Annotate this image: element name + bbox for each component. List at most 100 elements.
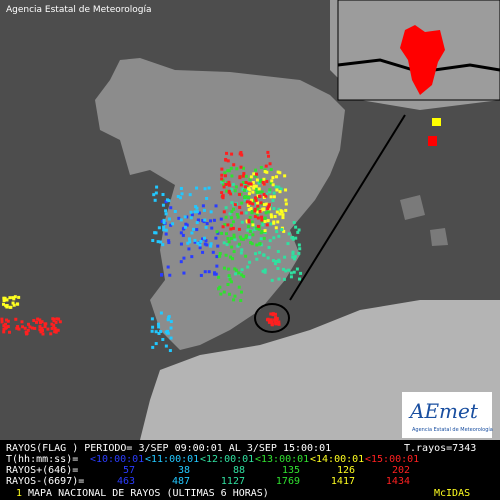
strike	[284, 202, 288, 206]
strike	[269, 213, 273, 217]
strike	[178, 196, 182, 200]
strike	[258, 194, 262, 198]
strike	[194, 205, 198, 209]
strike	[202, 208, 206, 212]
strike	[244, 174, 248, 178]
strike	[251, 210, 255, 214]
strike	[231, 257, 235, 261]
strike	[8, 305, 12, 309]
strike	[247, 192, 251, 196]
strike	[205, 243, 209, 247]
strike	[251, 202, 255, 206]
strike	[290, 236, 294, 240]
strike	[232, 250, 236, 254]
strike	[214, 204, 218, 208]
strike	[240, 248, 244, 252]
strike	[8, 296, 12, 300]
strike	[295, 267, 299, 271]
strike	[248, 200, 252, 204]
strike	[229, 280, 233, 284]
strike	[193, 238, 197, 242]
strike	[58, 320, 62, 324]
strike	[209, 210, 213, 214]
strike	[57, 317, 61, 321]
strike	[232, 233, 236, 237]
strike	[258, 251, 262, 255]
strike	[253, 215, 257, 219]
strike	[164, 209, 168, 213]
strike	[263, 168, 267, 172]
strike	[196, 241, 200, 245]
strike	[43, 325, 47, 329]
strike	[265, 202, 269, 206]
logo-subtitle: Agencia Estatal de Meteorología	[412, 426, 493, 433]
strike	[2, 302, 6, 306]
strike	[173, 209, 177, 213]
strike	[269, 222, 273, 226]
strike	[17, 295, 21, 299]
strike	[169, 206, 173, 210]
strike	[255, 172, 259, 176]
strike	[40, 320, 44, 324]
strike	[299, 271, 303, 275]
strike	[296, 230, 300, 234]
strike	[244, 189, 248, 193]
strike	[224, 157, 228, 161]
strike	[232, 163, 236, 167]
strike	[259, 165, 263, 169]
strike	[224, 206, 228, 210]
strike	[227, 169, 231, 173]
strike	[274, 175, 278, 179]
strike	[228, 277, 232, 281]
strike	[246, 228, 250, 232]
strike	[231, 226, 235, 230]
strike	[233, 189, 237, 193]
strike	[278, 190, 282, 194]
strike	[241, 166, 245, 170]
strike	[244, 234, 248, 238]
strike	[12, 297, 16, 301]
strike	[201, 237, 205, 241]
strike	[159, 329, 163, 333]
strike	[244, 180, 248, 184]
strike	[277, 277, 281, 281]
strike	[228, 292, 232, 296]
strike	[272, 207, 276, 211]
strike	[255, 243, 259, 247]
strike	[264, 211, 268, 215]
strike	[229, 166, 233, 170]
strike	[164, 212, 168, 216]
strike	[272, 195, 276, 199]
strike	[220, 231, 224, 235]
strike	[274, 260, 278, 264]
strike	[251, 181, 255, 185]
strike	[26, 328, 30, 332]
strike	[257, 227, 261, 231]
strike	[281, 213, 285, 217]
inset-dot	[428, 136, 437, 146]
strike	[204, 225, 208, 229]
strike	[238, 152, 242, 156]
strike	[0, 320, 4, 324]
strike	[227, 189, 231, 193]
strike	[273, 262, 277, 266]
islands	[400, 195, 448, 246]
strike	[267, 318, 271, 322]
strike	[227, 180, 231, 184]
strike	[229, 223, 233, 227]
strike	[3, 296, 7, 300]
strike	[262, 203, 266, 207]
strike	[54, 320, 58, 324]
strike	[224, 182, 228, 186]
strike	[268, 162, 272, 166]
strike	[211, 250, 215, 254]
strike	[275, 318, 279, 322]
strike	[266, 205, 270, 209]
positive-count: 202	[392, 465, 410, 476]
strike	[286, 242, 290, 246]
strike	[261, 223, 265, 227]
strike	[4, 322, 8, 326]
strike	[4, 326, 8, 330]
strike	[244, 185, 248, 189]
strike	[167, 217, 171, 221]
